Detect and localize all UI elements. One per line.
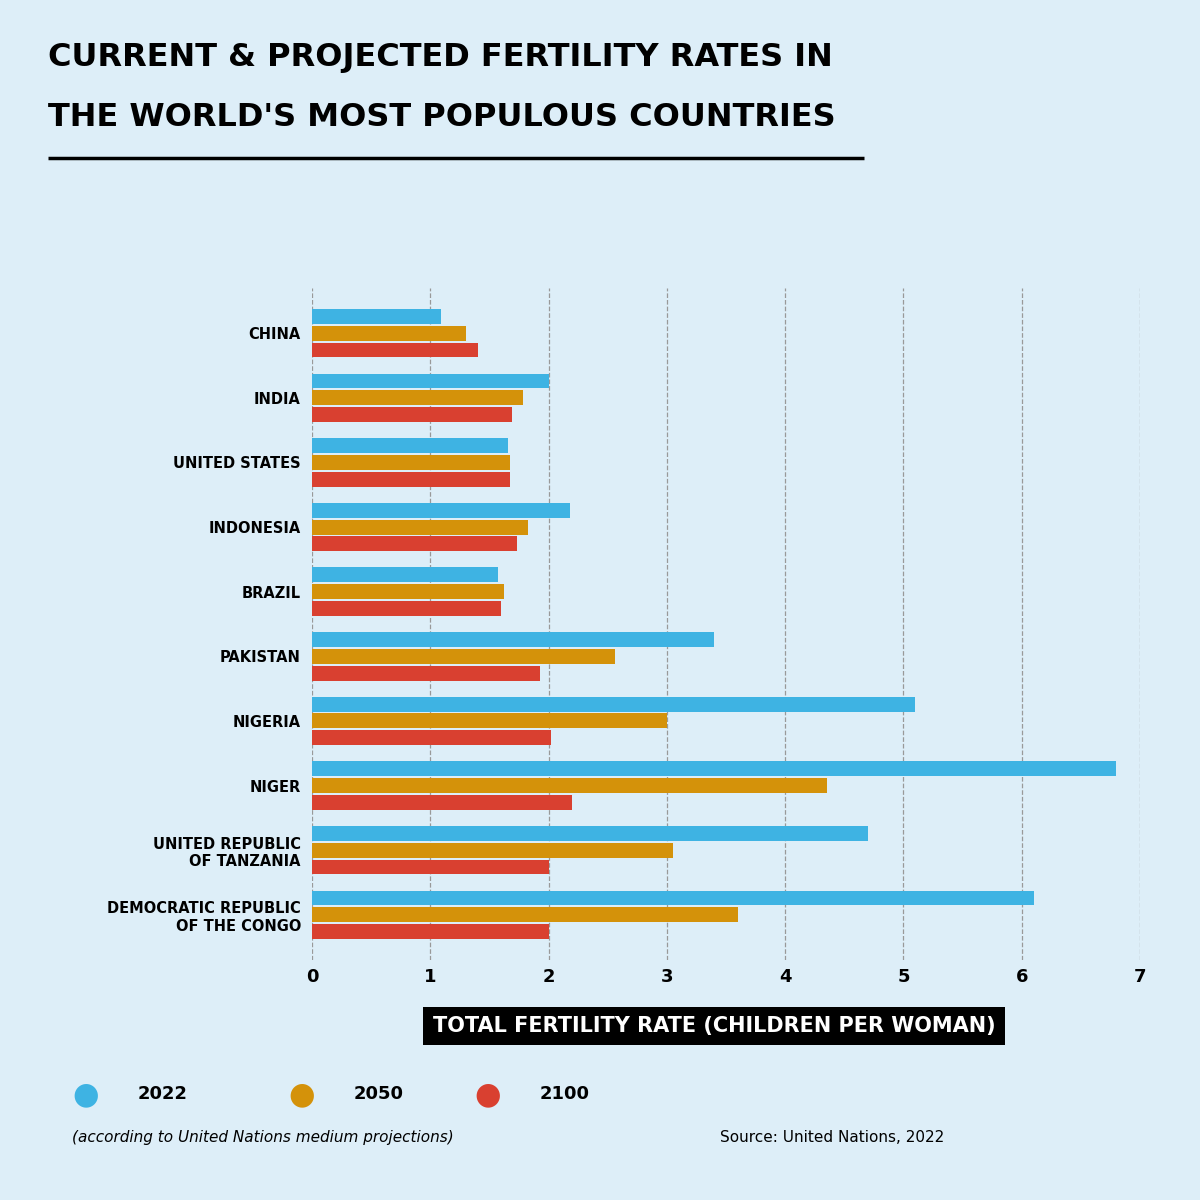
Bar: [312, 731, 551, 745]
Bar: [312, 632, 714, 647]
Bar: [312, 649, 614, 664]
Text: TOTAL FERTILITY RATE (CHILDREN PER WOMAN): TOTAL FERTILITY RATE (CHILDREN PER WOMAN…: [433, 1016, 995, 1036]
Bar: [312, 342, 478, 358]
Bar: [312, 907, 738, 922]
Bar: [312, 601, 502, 616]
Bar: [312, 568, 498, 582]
Text: 2050: 2050: [354, 1085, 404, 1104]
Text: ●: ●: [288, 1080, 314, 1109]
Bar: [312, 666, 540, 680]
Bar: [312, 438, 509, 454]
Bar: [312, 407, 512, 422]
Bar: [312, 390, 522, 406]
Bar: [312, 472, 510, 487]
Text: Source: United Nations, 2022: Source: United Nations, 2022: [720, 1130, 944, 1145]
Text: 2022: 2022: [138, 1085, 188, 1104]
Bar: [312, 373, 548, 389]
Bar: [312, 325, 466, 341]
Bar: [312, 794, 572, 810]
Bar: [312, 714, 667, 728]
Text: (according to United Nations medium projections): (according to United Nations medium proj…: [72, 1130, 454, 1145]
Text: CURRENT & PROJECTED FERTILITY RATES IN: CURRENT & PROJECTED FERTILITY RATES IN: [48, 42, 833, 73]
Text: 2100: 2100: [540, 1085, 590, 1104]
Bar: [312, 308, 440, 324]
Bar: [312, 859, 548, 875]
Bar: [312, 842, 673, 858]
Bar: [312, 520, 528, 534]
Bar: [312, 761, 1116, 776]
Bar: [312, 536, 517, 551]
Text: ●: ●: [72, 1080, 98, 1109]
Bar: [312, 890, 1033, 905]
Bar: [312, 778, 827, 793]
Bar: [312, 455, 510, 470]
Text: ●: ●: [474, 1080, 500, 1109]
Bar: [312, 697, 916, 712]
Text: THE WORLD'S MOST POPULOUS COUNTRIES: THE WORLD'S MOST POPULOUS COUNTRIES: [48, 102, 835, 133]
Bar: [312, 826, 868, 841]
Bar: [312, 924, 548, 938]
Bar: [312, 503, 570, 517]
Bar: [312, 584, 504, 599]
